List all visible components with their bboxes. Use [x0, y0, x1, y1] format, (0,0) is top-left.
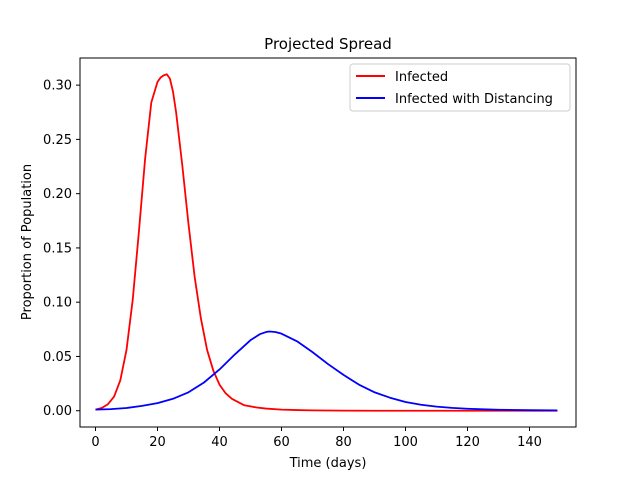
- series-line-0: [95, 73, 558, 412]
- y-tick-label: 0.30: [43, 79, 72, 94]
- legend: Infected Infected with Distancing: [349, 63, 571, 112]
- y-tick-label: 0.20: [43, 187, 72, 202]
- legend-label-distancing: Infected with Distancing: [395, 92, 553, 107]
- legend-label-infected: Infected: [395, 70, 448, 85]
- x-tick-label: 20: [149, 435, 166, 450]
- y-tick-label: 0.15: [43, 241, 72, 256]
- x-tick-label: 0: [91, 435, 99, 450]
- x-axis-ticks: 0 20 40 60 80 100 120 140: [91, 427, 542, 450]
- series-lines: [95, 73, 558, 412]
- y-tick-label: 0.25: [43, 133, 72, 148]
- y-axis-ticks: 0.00 0.05 0.10 0.15 0.20 0.25 0.30: [43, 79, 80, 419]
- x-tick-label: 40: [211, 435, 228, 450]
- y-axis-label: Proportion of Population: [20, 164, 35, 320]
- y-tick-label: 0.00: [43, 404, 72, 419]
- x-tick-label: 100: [393, 435, 418, 450]
- x-tick-label: 80: [335, 435, 352, 450]
- x-axis-label: Time (days): [289, 456, 367, 471]
- legend-box: [349, 63, 571, 112]
- y-tick-label: 0.05: [43, 350, 72, 365]
- x-tick-label: 60: [273, 435, 290, 450]
- y-tick-label: 0.10: [43, 296, 72, 311]
- chart-title: Projected Spread: [264, 35, 392, 53]
- plot-frame: [79, 57, 577, 428]
- x-tick-label: 120: [455, 435, 480, 450]
- series-line-1: [95, 330, 558, 412]
- x-tick-label: 140: [517, 435, 542, 450]
